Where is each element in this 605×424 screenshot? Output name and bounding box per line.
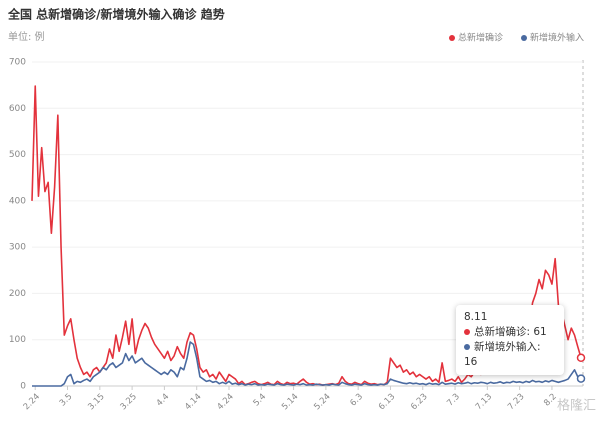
x-tick-label: 4.24 (215, 392, 235, 412)
x-tick-label: 7.13 (474, 392, 494, 412)
x-tick-label: 3.25 (119, 392, 139, 412)
x-tick-label: 7.23 (506, 392, 526, 412)
tooltip-row: 总新增确诊: 61 (464, 325, 556, 340)
x-tick-label: 3.15 (86, 392, 106, 412)
y-tick-label: 600 (9, 104, 26, 114)
x-tick-label: 4.14 (183, 392, 203, 412)
legend-dot (449, 35, 455, 41)
y-tick-label: 500 (9, 150, 26, 160)
tooltip: 8.11 总新增确诊: 61 新增境外输入: 16 (456, 305, 564, 375)
tooltip-text: 总新增确诊: 61 (474, 326, 547, 338)
tooltip-dot (464, 329, 470, 335)
y-tick-label: 100 (9, 335, 26, 345)
x-tick-label: 3.5 (58, 392, 75, 409)
x-tick-label: 5.14 (280, 392, 300, 412)
tooltip-dot (464, 344, 470, 350)
end-point (576, 374, 586, 383)
legend-dot (521, 35, 527, 41)
x-tick-label: 2.24 (22, 392, 42, 412)
x-tick-label: 7.3 (445, 392, 462, 409)
chart-title: 全国 总新增确诊/新增境外输入确诊 趋势 (7, 7, 225, 22)
x-tick-label: 6.3 (348, 392, 365, 409)
legend-label: 总新增确诊 (458, 32, 503, 44)
y-tick-label: 200 (9, 289, 26, 299)
y-tick-label: 400 (9, 196, 26, 206)
y-tick-label: 0 (20, 382, 26, 392)
legend-label: 新增境外输入 (530, 32, 584, 44)
x-tick-label: 5.4 (252, 392, 269, 409)
x-tick-label: 5.24 (312, 392, 332, 412)
x-tick-label: 6.23 (409, 392, 429, 412)
unit-label: 单位: 例 (8, 30, 45, 43)
tooltip-text: 新增境外输入: 16 (464, 341, 541, 368)
y-tick-label: 700 (9, 58, 26, 68)
series-line (32, 341, 582, 387)
tooltip-title: 8.11 (464, 311, 488, 323)
x-tick-label: 6.13 (377, 392, 397, 412)
watermark: 格隆汇 (557, 398, 596, 414)
x-tick-label: 4.4 (155, 392, 172, 409)
y-tick-label: 300 (9, 243, 26, 253)
end-point (576, 353, 586, 363)
tooltip-row: 新增境外输入: 16 (464, 340, 556, 370)
